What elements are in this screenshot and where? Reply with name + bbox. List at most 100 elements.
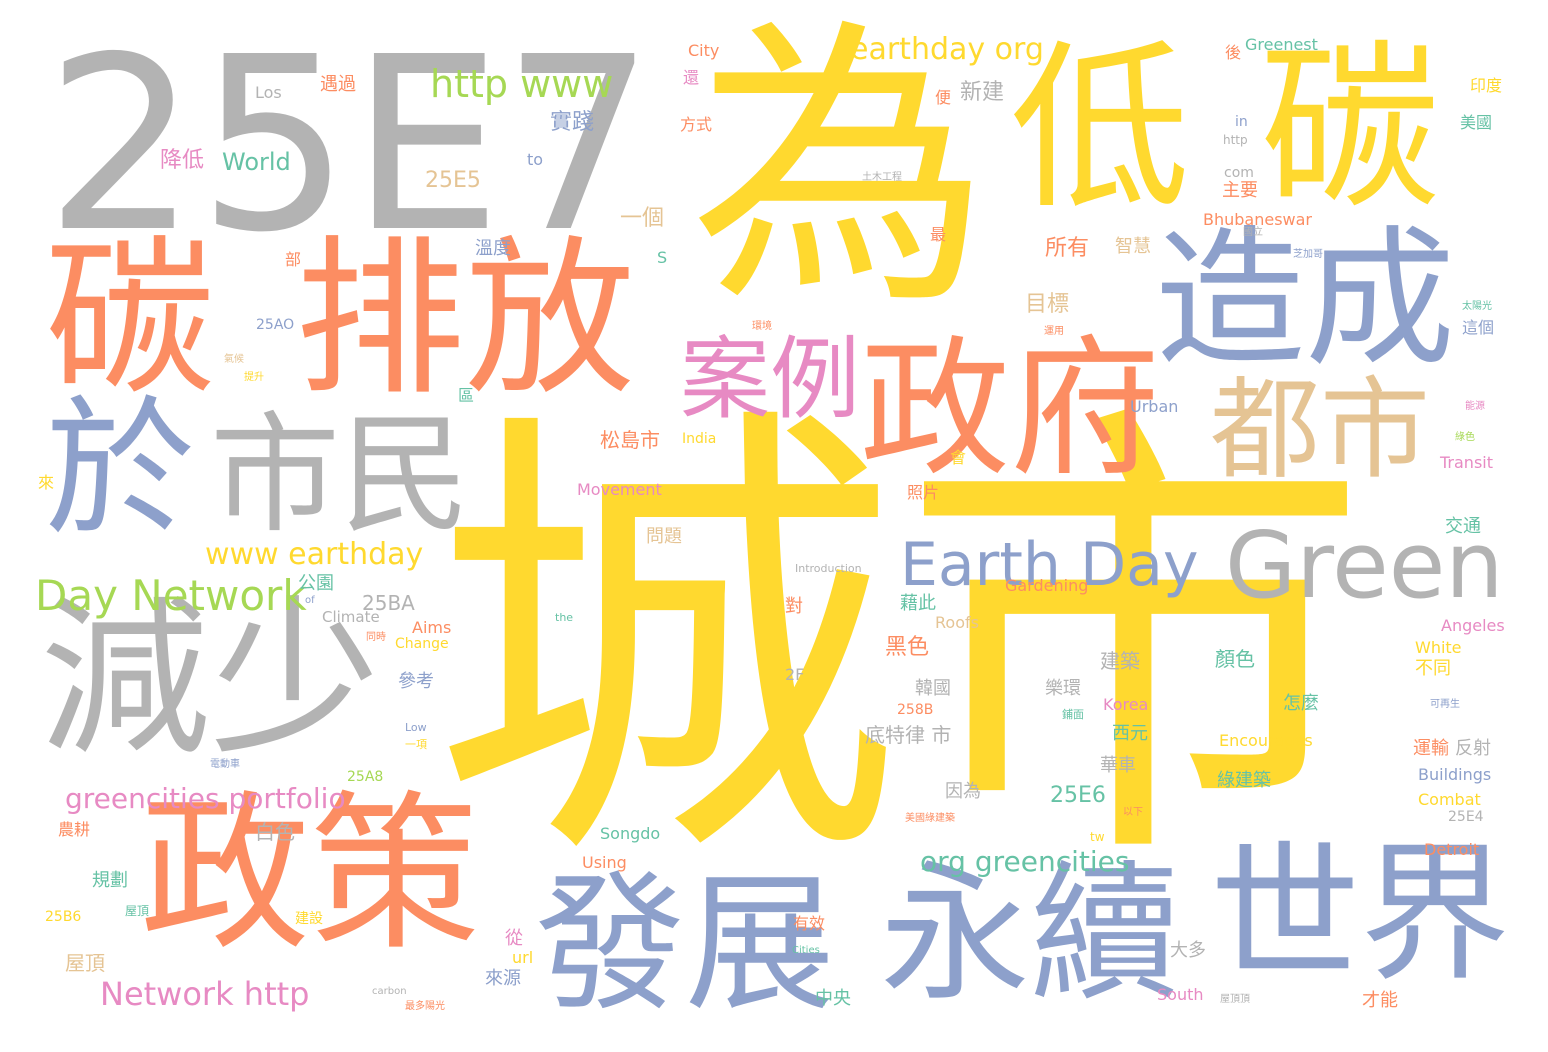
- cloud-word: Detroit: [1424, 840, 1480, 859]
- cloud-word: 綠色: [1455, 432, 1475, 443]
- cloud-word: 政府: [860, 323, 1161, 497]
- cloud-word: 永續: [880, 848, 1181, 1022]
- cloud-word: 方式: [680, 115, 713, 134]
- cloud-word: 一個: [620, 206, 665, 231]
- cloud-word: 運用: [1044, 326, 1064, 337]
- cloud-word: 可再生: [1430, 699, 1460, 710]
- cloud-word: World: [222, 148, 291, 176]
- cloud-word: 城市: [430, 371, 1370, 918]
- cloud-word: 藉此: [900, 593, 936, 614]
- cloud-word: Movement: [577, 480, 662, 499]
- cloud-word: 不同: [1415, 658, 1451, 679]
- cloud-word: 25E4: [1448, 809, 1484, 825]
- cloud-word: 參考: [398, 671, 434, 692]
- cloud-word: 能源: [1465, 401, 1485, 412]
- cloud-word: 大多: [1170, 940, 1206, 961]
- cloud-word: tw: [1090, 830, 1105, 844]
- cloud-word: www earthday: [205, 537, 424, 572]
- cloud-word: 25E7: [45, 5, 655, 285]
- cloud-word: 25AO: [256, 317, 295, 333]
- cloud-word: 便: [935, 88, 952, 107]
- cloud-word: 白色: [255, 820, 295, 844]
- cloud-word: 25E5: [425, 168, 481, 193]
- cloud-word: 都市: [1210, 366, 1430, 494]
- cloud-word: 屋頂: [65, 951, 105, 975]
- cloud-word: 對: [785, 596, 803, 617]
- cloud-word: 一項: [405, 738, 427, 751]
- cloud-word: 綠建築: [1217, 770, 1271, 791]
- cloud-word: Low: [405, 721, 427, 734]
- cloud-word: of: [305, 595, 315, 606]
- cloud-word: Introduction: [795, 562, 862, 575]
- cloud-word: 部: [285, 250, 302, 269]
- cloud-word: 來源: [485, 968, 521, 989]
- cloud-word: 芝加哥: [1293, 249, 1323, 260]
- cloud-word: com: [1224, 165, 1254, 181]
- cloud-word: 環境: [752, 321, 772, 332]
- cloud-word: http www: [430, 62, 614, 106]
- cloud-word: 還: [683, 68, 700, 87]
- cloud-word: 有效: [793, 914, 826, 933]
- cloud-word: 最: [930, 225, 947, 244]
- cloud-word: Roofs: [935, 613, 979, 632]
- cloud-word: Bhubaneswar: [1203, 210, 1313, 229]
- cloud-word: India: [682, 431, 717, 447]
- cloud-word: Encourages: [1219, 731, 1313, 750]
- cloud-word: 問題: [646, 526, 682, 547]
- cloud-word: 降低: [160, 148, 205, 173]
- cloud-word: 交通: [1445, 516, 1481, 537]
- cloud-word: 發展: [535, 858, 836, 1032]
- cloud-word: Buildings: [1418, 765, 1492, 784]
- cloud-word: S: [657, 248, 668, 267]
- cloud-word: 遇過: [320, 74, 356, 95]
- cloud-word: 25B6: [45, 909, 82, 925]
- cloud-word: in: [1235, 114, 1248, 130]
- cloud-word: 以下: [1123, 807, 1143, 818]
- cloud-word: Angeles: [1441, 616, 1505, 635]
- cloud-word: 主要: [1222, 180, 1258, 201]
- cloud-word: 區: [458, 386, 475, 405]
- cloud-word: 目標: [1025, 292, 1070, 317]
- cloud-word: 所有: [1045, 236, 1090, 261]
- cloud-word: 2F: [785, 665, 805, 684]
- cloud-word: 258B: [897, 702, 934, 718]
- cloud-word: 最多陽光: [405, 1001, 445, 1012]
- cloud-word: 公園: [298, 573, 334, 594]
- cloud-word: 黑色: [885, 635, 930, 660]
- cloud-word: to: [527, 150, 544, 169]
- cloud-word: Climate: [322, 608, 380, 626]
- cloud-word: 氣候: [224, 354, 244, 365]
- cloud-word: 後: [1225, 43, 1242, 62]
- cloud-word: 建築: [1100, 649, 1140, 673]
- cloud-word: Aims: [412, 618, 452, 637]
- cloud-word: 從: [505, 928, 523, 949]
- cloud-word: 怎麼: [1283, 693, 1319, 714]
- cloud-word: 25E6: [1050, 783, 1106, 808]
- cloud-word: 美國: [1460, 113, 1493, 132]
- cloud-word: 西元: [1112, 723, 1148, 744]
- cloud-word: Urban: [1130, 397, 1179, 416]
- cloud-word: Cities: [792, 945, 820, 956]
- cloud-word: 智慧: [1115, 236, 1151, 257]
- cloud-word: 市民: [210, 399, 471, 551]
- cloud-word: 鋪面: [1062, 708, 1084, 721]
- cloud-word: 於: [45, 383, 196, 557]
- cloud-word: 農耕: [58, 820, 91, 839]
- cloud-word: Gardening: [1005, 576, 1089, 595]
- cloud-word: 樂環: [1045, 678, 1081, 699]
- cloud-word: Day Network: [35, 571, 307, 620]
- cloud-word: 低: [1010, 25, 1191, 234]
- cloud-word: Korea: [1103, 695, 1149, 714]
- cloud-word: Transit: [1440, 453, 1493, 472]
- cloud-word: 碳: [1260, 25, 1441, 234]
- cloud-word: 屋頂頂: [1220, 994, 1250, 1005]
- cloud-word: Los: [255, 83, 282, 102]
- cloud-word: Green: [1225, 512, 1504, 619]
- cloud-word: 政策: [140, 776, 481, 974]
- cloud-word: 溫度: [475, 238, 511, 259]
- cloud-word: 建設: [295, 911, 323, 927]
- cloud-word: 美國綠建築: [905, 813, 955, 824]
- cloud-word: 松島市: [600, 428, 660, 452]
- cloud-word: 電動車: [210, 759, 240, 770]
